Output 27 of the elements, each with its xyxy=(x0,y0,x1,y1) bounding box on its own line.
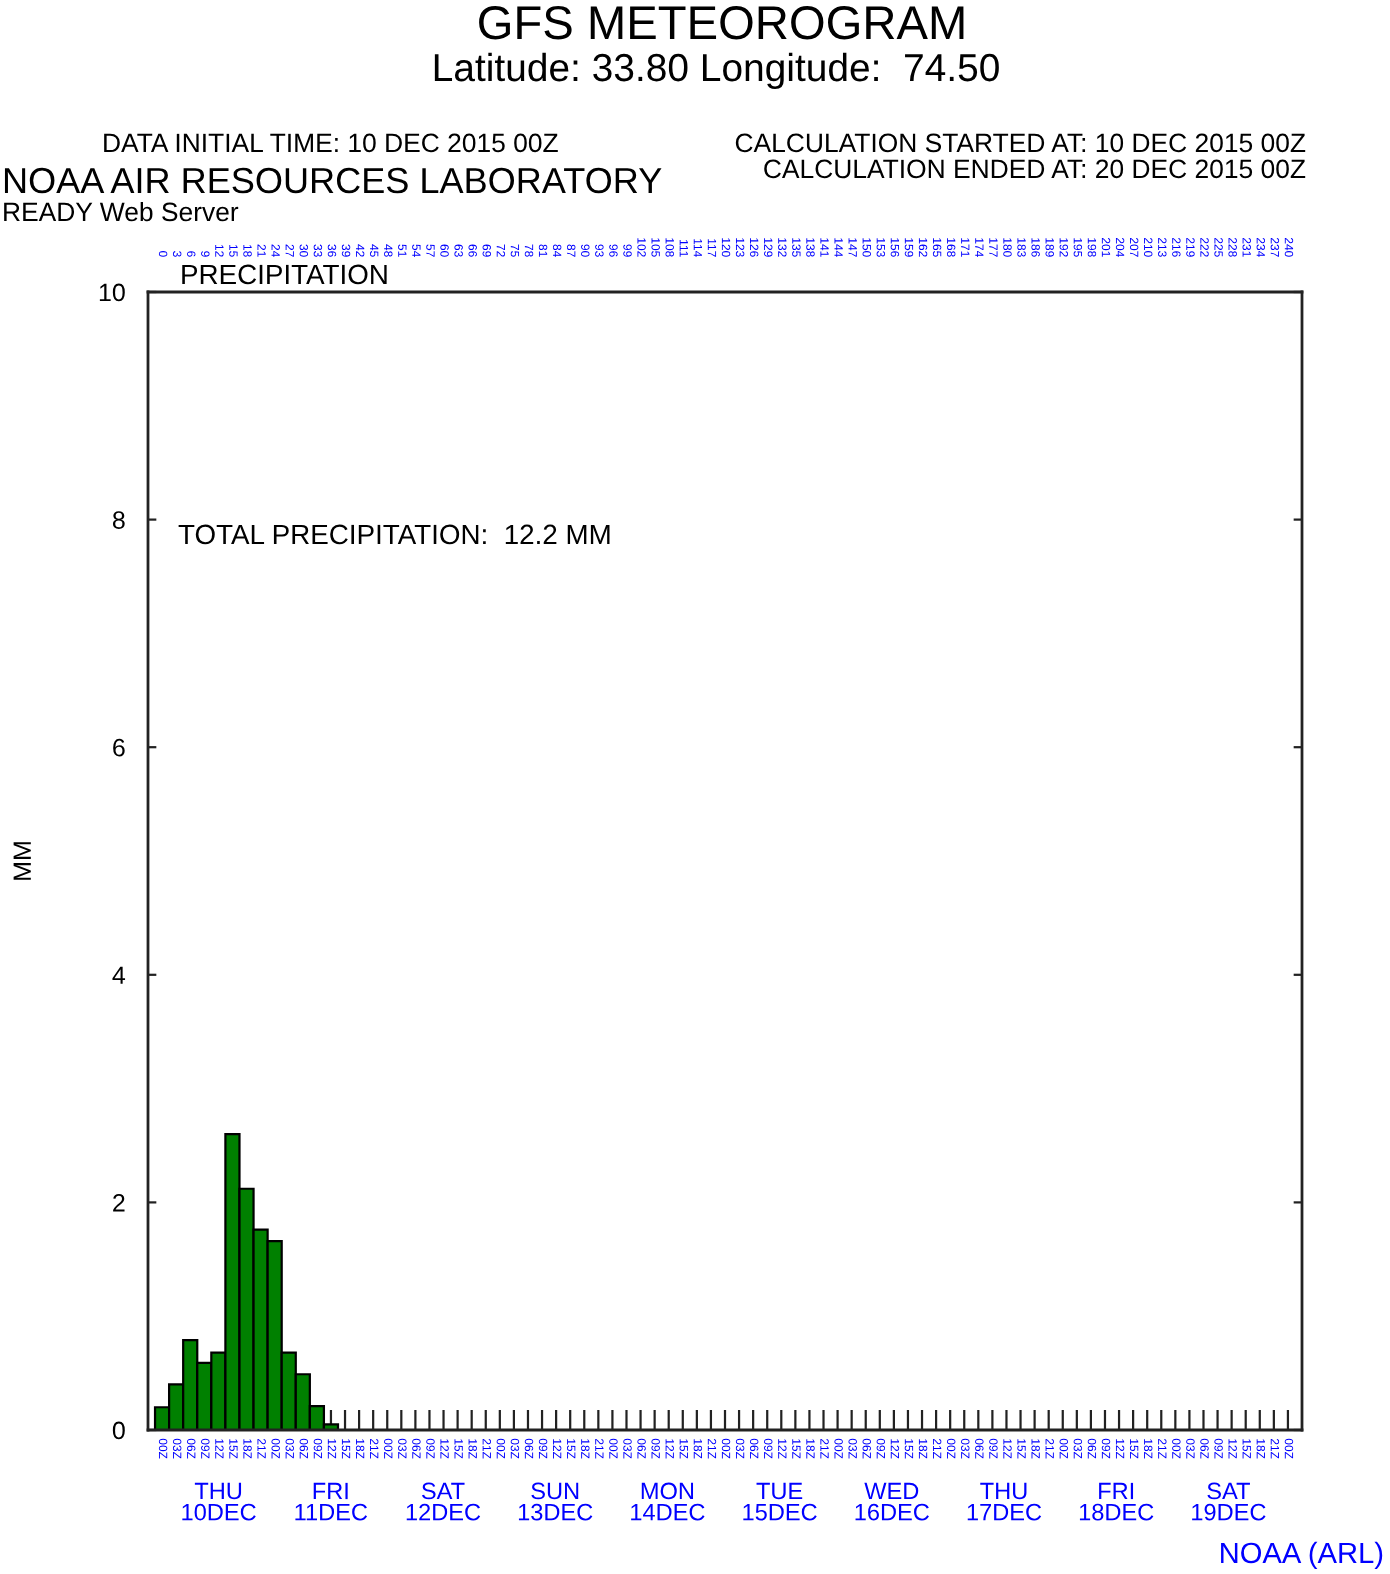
text: NOAA (ARL) xyxy=(1221,1541,1383,1570)
chart-title: GFS METEOROGRAM xyxy=(479,6,964,40)
text: PRECIPITATION xyxy=(182,264,387,285)
text: DATA INITIAL TIME: 10 DEC 2015 00Z xyxy=(104,133,558,153)
y-tick-label: 8 xyxy=(112,511,125,529)
text: THU 10DEC xyxy=(182,1482,256,1521)
y-tick-label: 4 xyxy=(112,966,126,984)
text: MON 14DEC xyxy=(631,1482,705,1521)
text: SUN 13DEC xyxy=(518,1482,593,1521)
text: WED 16DEC xyxy=(855,1482,929,1521)
annotation: TOTAL PRECIPITATION: 12.2 MM xyxy=(178,524,610,545)
text: CALCULATION STARTED AT: 10 DEC 2015 00Z xyxy=(735,133,1306,153)
text: TUE 15DEC xyxy=(743,1482,817,1521)
y-tick-label: 6 xyxy=(113,738,125,757)
text: SAT 19DEC xyxy=(1192,1482,1266,1521)
y-tick-label: 0 xyxy=(112,1421,125,1440)
text: SAT 12DEC xyxy=(406,1482,481,1521)
chart-subtitle: Latitude: 33.80 Longitude: 74.50 xyxy=(434,52,999,90)
text: FRI 18DEC xyxy=(1079,1482,1154,1521)
text: CALCULATION ENDED AT: 20 DEC 2015 00Z xyxy=(764,159,1306,179)
y-tick-label: 10 xyxy=(99,283,125,302)
text: FRI 11DEC xyxy=(295,1482,368,1521)
y-tick-label: 2 xyxy=(113,1194,125,1212)
text: READY Web Server xyxy=(4,201,239,222)
text: NOAA AIR RESOURCES LABORATORY xyxy=(4,167,662,194)
y-axis-title: MM xyxy=(13,842,31,880)
text: THU 17DEC xyxy=(967,1482,1042,1521)
